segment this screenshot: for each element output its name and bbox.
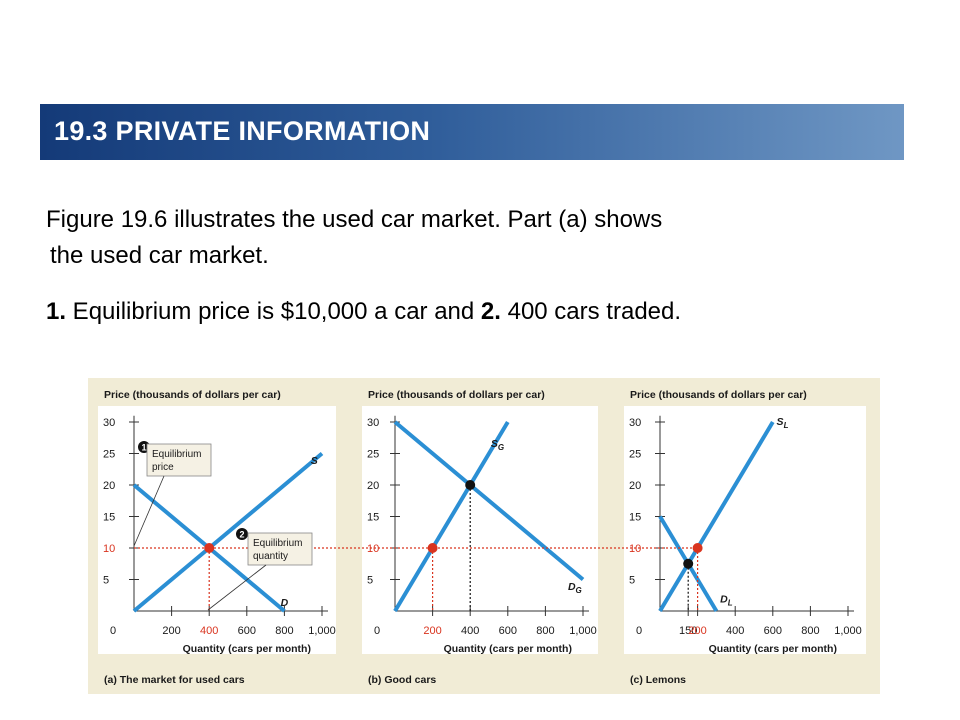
paragraph-line-2: the used car market. (50, 242, 269, 269)
panel-b-curve-dg (393, 420, 585, 582)
panel-a-demand-label: D (281, 597, 289, 609)
panel-c-y-tick-label: 5 (629, 575, 635, 587)
panel-b-x-tick-label: 200 (423, 625, 441, 637)
point-text-2: 400 cars traded. (500, 298, 682, 325)
panel-b-y-tick-label: 30 (367, 417, 379, 429)
panel-b-x-tick-label: 0 (374, 625, 380, 637)
panel-c-caption: (c) Lemons (630, 674, 686, 686)
panel-b-caption: (b) Good cars (368, 674, 436, 686)
paragraph-line-1: Figure 19.6 illustrates the used car mar… (46, 206, 663, 233)
panel-b-background (362, 406, 598, 654)
panel-b-x-tick-label: 1,000 (569, 625, 597, 637)
slide-title: 19.3 PRIVATE INFORMATION (54, 116, 431, 146)
panel-a-xlabel: Quantity (cars per month) (183, 643, 311, 655)
panel-a-callout-1-leader (133, 475, 165, 547)
panel-b-xlabel: Quantity (cars per month) (444, 643, 572, 655)
panel-a-y-tick-label: 30 (103, 417, 115, 429)
panel-b-x-tick-label: 600 (499, 625, 517, 637)
panel-c-y-tick-label: 10 (629, 543, 641, 555)
panel-b-demand-label: DG (568, 581, 582, 595)
panel-a-callout-2-line1: Equilibrium (253, 538, 302, 549)
panel-a-callout-2-leader (207, 564, 267, 611)
panel-c-background (624, 406, 866, 654)
figure-svg: Price (thousands of dollars per car)5101… (98, 389, 866, 686)
panel-b-ylabel: Price (thousands of dollars per car) (368, 389, 545, 401)
panel-c-demand-label: DL (720, 593, 733, 607)
panel-a-x-tick-label: 1,000 (308, 625, 336, 637)
point-number-1: 1. (46, 298, 67, 325)
panel-b-black-point (465, 480, 476, 490)
panel-c-y-tick-label: 15 (629, 512, 641, 524)
panel-a-curve-s (132, 451, 324, 613)
panel-c-curve-sl (658, 420, 775, 613)
panel-a-caption: (a) The market for used cars (104, 674, 245, 686)
panel-c-y-tick-label: 25 (629, 449, 641, 461)
panel-a-ylabel: Price (thousands of dollars per car) (104, 389, 281, 401)
panel-b-red-point (427, 543, 438, 553)
panel-a-callout-1-line1: Equilibrium (152, 449, 201, 460)
panel-c-ylabel: Price (thousands of dollars per car) (630, 389, 807, 401)
panel-c-x-tick-label: 600 (764, 625, 782, 637)
panel-a-y-tick-label: 20 (103, 480, 115, 492)
panel-a-badge-2-number: 2 (239, 530, 244, 540)
panel-a-x-tick-label: 0 (110, 625, 116, 637)
panel-c-x-tick-label: 1,000 (834, 625, 862, 637)
panel-a-y-tick-label: 25 (103, 449, 115, 461)
panel-c: Price (thousands of dollars per car) 5 10 1… (624, 389, 866, 686)
panel-a-x-tick-label: 400 (200, 625, 218, 637)
panel-a-badge-1-number: 1 (141, 443, 146, 453)
panel-a-y-tick-label: 5 (103, 575, 109, 587)
panel-b-curve-sg (393, 420, 510, 613)
panel-c-x-tick-label: 800 (801, 625, 819, 637)
panel-c-x-tick-label: 0 (636, 625, 642, 637)
panel-c-black-point (683, 558, 694, 569)
panel-b-y-tick-label: 25 (367, 449, 379, 461)
panel-a-badge-2 (236, 528, 248, 540)
figure-19-6: Price (thousands of dollars per car) 5 10 1… (88, 378, 880, 694)
panel-b-y-tick-label: 15 (367, 512, 379, 524)
panel-a-x-tick-label: 600 (238, 625, 256, 637)
panel-b-y-tick-label: 20 (367, 480, 379, 492)
panel-a-x-tick-label: 200 (162, 625, 180, 637)
panel-a-equilibrium-point (204, 543, 215, 553)
panel-c-x-tick-label: 150 (679, 625, 697, 637)
panel-a-callout-2-line2: quantity (253, 551, 288, 562)
panel-c-x-tick-label: 200 (688, 625, 706, 637)
panel-a-x-tick-label: 800 (275, 625, 293, 637)
panel-a-y-tick-label: 15 (103, 512, 115, 524)
panel-a-y-tick-label: 10 (103, 543, 115, 555)
panel-a: Price (thousands of dollars per car)5101… (98, 389, 336, 686)
panel-c-xlabel: Quantity (cars per month) (709, 643, 837, 655)
panel-c-y-tick-label: 20 (629, 480, 641, 492)
panel-c-y-tick-label: 30 (629, 417, 641, 429)
panel-b-y-tick-label: 5 (367, 575, 373, 587)
panel-a-background (98, 406, 336, 654)
panel-a-supply-label: S (311, 455, 318, 467)
key-point: 1. Equilibrium price is $10,000 a car an… (46, 298, 681, 326)
point-number-2: 2. (480, 298, 501, 325)
panel-c-x-tick-label: 400 (726, 625, 744, 637)
panel-c-red-point (692, 543, 703, 553)
panel-b: Price (thousands of dollars per car) 5 10 1… (362, 389, 598, 686)
panel-a-callout-2-box (247, 532, 313, 566)
panel-a-callout-1-line2: price (152, 462, 174, 473)
panel-b-y-tick-label: 10 (367, 543, 379, 555)
title-bar: 19.3 PRIVATE INFORMATION (40, 104, 904, 160)
panel-a-callout-1-box (146, 443, 212, 477)
intro-paragraph: Figure 19.6 illustrates the used car mar… (46, 202, 906, 274)
point-text-1: Equilibrium price is $10,000 a car and (66, 298, 481, 325)
panel-c-supply-label: SL (777, 416, 789, 430)
panel-b-supply-label: SG (491, 438, 504, 452)
panel-b-x-tick-label: 400 (461, 625, 479, 637)
panel-b-x-tick-label: 800 (536, 625, 554, 637)
